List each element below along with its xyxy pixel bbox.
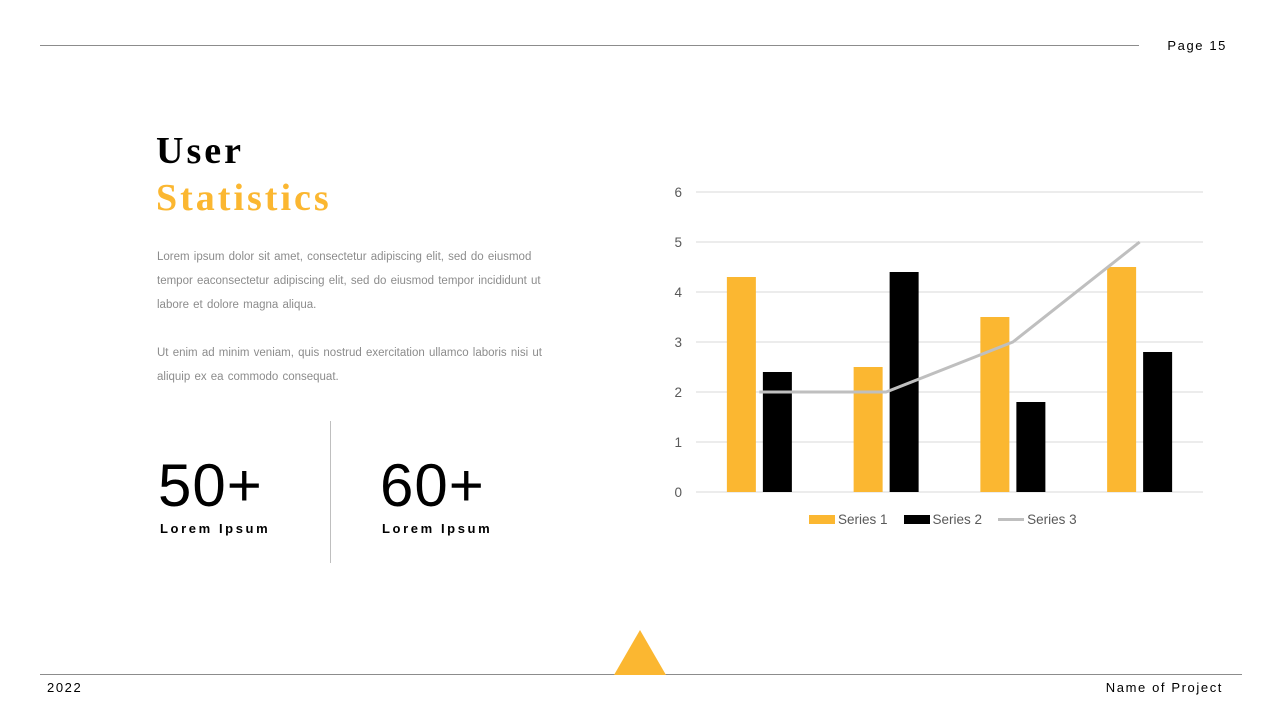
body-paragraph-2: Ut enim ad minim veniam, quis nostrud ex…	[157, 347, 542, 383]
bar-series-1	[980, 317, 1010, 492]
y-tick-label: 0	[674, 485, 682, 500]
legend-line-series-3	[998, 518, 1025, 521]
footer-project-name: Name of Project	[1105, 680, 1223, 695]
y-tick-label: 3	[674, 335, 682, 350]
title-line-2: Statistics	[156, 177, 332, 219]
bar-series-2	[1016, 402, 1046, 492]
chart-legend: Series 1 Series 2 Series 3	[809, 512, 1093, 527]
body-paragraph-1: Lorem ipsum dolor sit amet, consectetur …	[157, 251, 541, 311]
legend-item-series-2: Series 2	[903, 512, 983, 527]
legend-label-series-3: Series 3	[1027, 512, 1077, 527]
legend-item-series-3: Series 3	[998, 512, 1077, 527]
y-tick-label: 1	[674, 435, 682, 450]
stat-divider	[330, 421, 331, 563]
bar-series-2	[762, 372, 792, 492]
bar-series-1	[853, 367, 883, 492]
y-tick-label: 5	[674, 235, 682, 250]
top-rule	[40, 45, 1139, 46]
y-tick-label: 4	[674, 285, 682, 300]
statistics-chart: 0 1 2 3 4 5 6	[674, 185, 1203, 500]
triangle-accent	[614, 630, 666, 675]
y-tick-label: 2	[674, 385, 682, 400]
legend-label-series-2: Series 2	[932, 512, 983, 527]
y-tick-label: 6	[674, 185, 682, 200]
bar-series-1	[1107, 267, 1137, 492]
page-number: Page 15	[1167, 38, 1227, 53]
legend-item-series-1: Series 1	[809, 512, 888, 527]
footer-year: 2022	[47, 680, 83, 695]
legend-label-series-1: Series 1	[838, 512, 888, 527]
stat-2-value: 60+	[380, 452, 485, 519]
stat-1-label: Lorem Ipsum	[160, 521, 271, 536]
title-line-1: User	[156, 130, 244, 172]
bar-series-1	[726, 277, 756, 492]
legend-swatch-series-1	[809, 515, 835, 524]
line-series-3	[759, 240, 1141, 394]
stat-2-label: Lorem Ipsum	[382, 521, 493, 536]
bar-series-2	[1143, 352, 1173, 492]
legend-swatch-series-2	[903, 515, 930, 524]
stat-1-value: 50+	[158, 452, 263, 519]
